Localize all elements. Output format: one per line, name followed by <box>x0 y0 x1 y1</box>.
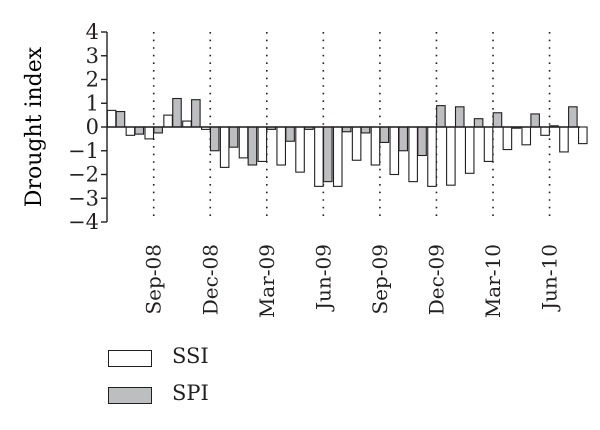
y-tick-label: 0 <box>86 115 99 139</box>
bar-ssi <box>427 126 437 187</box>
bar-ssi <box>144 126 155 140</box>
legend-label-ssi: SSI <box>172 344 209 368</box>
bar-ssi <box>483 126 494 162</box>
x-tick-label: Dec-08 <box>198 244 222 315</box>
bar-spi <box>247 126 258 166</box>
bar-ssi <box>540 126 550 136</box>
bar-ssi <box>219 126 230 168</box>
legend-swatch-ssi <box>108 350 152 367</box>
legend-item-spi: SPI <box>108 380 308 410</box>
y-tick-label: 2 <box>86 68 99 92</box>
bar-ssi <box>389 126 400 176</box>
y-tick-label: −1 <box>68 139 99 163</box>
y-tick-label: −4 <box>68 210 99 234</box>
bar-ssi <box>314 126 324 187</box>
bar-ssi <box>446 126 456 186</box>
bar-spi <box>341 126 352 133</box>
x-tick-labels: Sep-08 Dec-08 Mar-09 Jun-09 Sep-09 Dec-09 Mar-… <box>142 244 562 318</box>
bar-spi <box>568 106 578 128</box>
bar-spi <box>360 126 371 134</box>
bar-spi <box>436 105 446 128</box>
y-tick-label: −2 <box>68 163 99 187</box>
y-tick-label: 3 <box>86 44 99 68</box>
bar-ssi <box>408 126 418 183</box>
bar-ssi <box>464 126 475 174</box>
legend-swatch-spi <box>108 387 152 404</box>
y-tick-label: 1 <box>86 91 99 115</box>
x-tick-label: Mar-10 <box>481 244 505 318</box>
bar-spi <box>473 118 484 128</box>
bar-spi <box>228 126 239 148</box>
bar-spi <box>398 126 409 152</box>
bar-spi <box>492 112 503 128</box>
bar-ssi <box>163 114 173 128</box>
bar-spi <box>115 111 126 128</box>
x-tick-label: Mar-09 <box>255 244 279 318</box>
bar-ssi <box>182 120 192 128</box>
x-tick-label: Dec-09 <box>424 244 448 315</box>
bar-spi <box>417 126 427 157</box>
y-axis-label: Drought index <box>22 46 47 207</box>
bar-ssi <box>370 126 381 166</box>
bar-spi <box>285 126 295 142</box>
legend-label-spi: SPI <box>172 381 209 405</box>
x-tick-label: Sep-08 <box>142 244 166 315</box>
bar-ssi <box>332 126 343 187</box>
bar-spi <box>172 97 182 128</box>
bar-series <box>106 97 588 187</box>
vertical-gridlines <box>152 32 551 222</box>
bar-ssi <box>257 126 268 162</box>
bar-ssi <box>125 126 136 136</box>
bar-spi <box>530 113 540 128</box>
bar-spi <box>153 126 163 134</box>
bar-spi <box>454 106 465 128</box>
bar-spi <box>191 99 201 128</box>
x-tick-label: Sep-09 <box>368 244 392 315</box>
bar-ssi <box>502 126 513 151</box>
bar-ssi <box>577 126 588 145</box>
bar-ssi <box>559 126 569 153</box>
legend-item-ssi: SSI <box>108 343 308 373</box>
bar-ssi <box>521 126 532 146</box>
bar-ssi <box>276 126 287 166</box>
axes <box>101 31 580 223</box>
bar-spi <box>134 126 145 135</box>
x-tick-label: Jun-10 <box>538 244 562 312</box>
bar-ssi <box>238 126 249 159</box>
bar-spi <box>379 126 390 143</box>
y-tick-label: −3 <box>68 186 99 210</box>
y-tick-label: 4 <box>86 20 99 44</box>
bar-ssi <box>106 109 117 128</box>
bar-ssi <box>295 126 305 173</box>
bar-spi <box>209 126 220 152</box>
bar-ssi <box>351 126 362 161</box>
bar-spi <box>322 126 333 183</box>
x-tick-label: Jun-09 <box>311 244 335 312</box>
